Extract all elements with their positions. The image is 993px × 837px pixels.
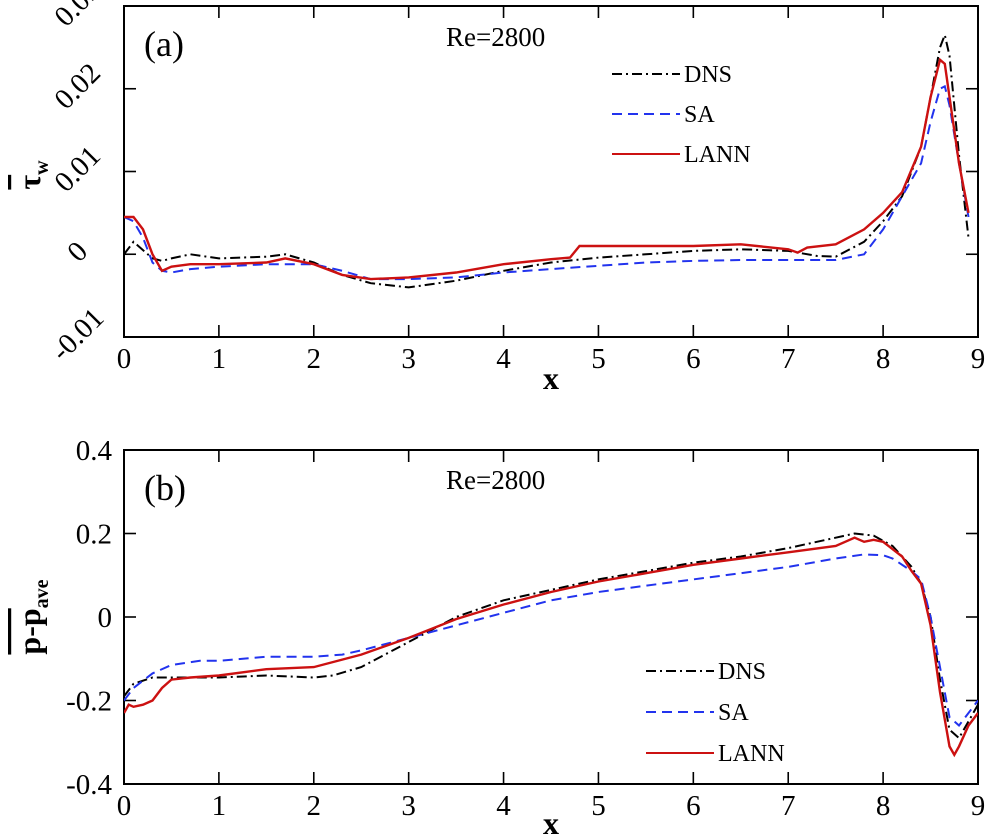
x-tick-label: 6 — [686, 790, 701, 822]
x-tick-label: 7 — [781, 790, 796, 822]
panel-label: (a) — [144, 24, 184, 64]
x-tick-label: 4 — [496, 343, 511, 375]
reynolds-annotation: Re=2800 — [446, 22, 545, 52]
x-tick-label: 7 — [781, 343, 796, 375]
x-tick-label: 8 — [876, 343, 891, 375]
legend-label-dns: DNS — [684, 62, 732, 88]
series-line-lann — [124, 536, 978, 758]
series-line-dns — [124, 31, 970, 289]
y-tick-label: 0.03 — [48, 0, 107, 33]
x-tick-label: 0 — [117, 790, 132, 822]
y-axis-label: τw — [11, 160, 53, 190]
x-tick-label: 8 — [876, 790, 891, 822]
x-tick-label: 1 — [212, 343, 227, 375]
y-tick-label: 0.01 — [48, 140, 107, 199]
legend-label-dns: DNS — [718, 659, 766, 685]
x-axis-label: x — [543, 805, 559, 837]
x-tick-label: 3 — [401, 343, 416, 375]
x-tick-label: 0 — [117, 343, 132, 375]
y-tick-label: -0.2 — [66, 686, 112, 718]
x-tick-label: 2 — [307, 790, 322, 822]
y-tick-label: -0.01 — [45, 302, 110, 367]
y-tick-label: 0 — [61, 235, 94, 268]
panel-label: (b) — [144, 468, 186, 508]
legend-label-lann: LANN — [684, 142, 751, 168]
x-tick-label: 5 — [591, 790, 606, 822]
reynolds-annotation: Re=2800 — [446, 465, 545, 495]
x-tick-label: 1 — [212, 790, 227, 822]
legend-label-sa: SA — [684, 102, 715, 128]
series-line-sa — [124, 553, 978, 727]
x-tick-label: 4 — [496, 790, 511, 822]
legend-label-sa: SA — [718, 700, 749, 726]
legend-label-lann: LANN — [718, 741, 785, 767]
x-tick-label: 9 — [971, 790, 986, 822]
y-tick-label: 0.2 — [76, 519, 112, 551]
series-line-lann — [124, 57, 970, 281]
y-tick-label: 0.4 — [76, 435, 113, 467]
y-axis-label: p-pave — [11, 579, 53, 654]
y-tick-label: 0 — [98, 602, 113, 634]
plot-frame — [123, 5, 979, 338]
x-tick-label: 9 — [971, 343, 986, 375]
plot-frame — [123, 449, 979, 785]
y-tick-label: -0.4 — [66, 769, 112, 801]
series-line-sa — [124, 84, 970, 281]
x-tick-label: 6 — [686, 343, 701, 375]
panel-b: 0 1 2 3 4 5 6 7 8 9 -0.4 -0.2 0 0.2 0.4 x p-pave (b) Re=28… — [11, 435, 985, 837]
x-tick-label: 2 — [307, 343, 322, 375]
x-tick-label: 3 — [401, 790, 416, 822]
y-tick-label: 0.02 — [48, 57, 107, 116]
x-axis-label: x — [543, 360, 559, 396]
series-line-dns — [124, 532, 978, 740]
x-tick-label: 5 — [591, 343, 606, 375]
